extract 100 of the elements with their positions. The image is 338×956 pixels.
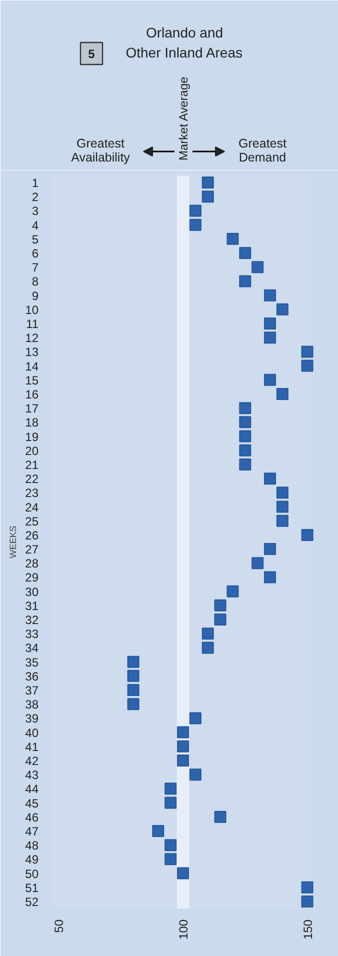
point — [189, 218, 202, 231]
point — [239, 275, 252, 288]
point — [177, 754, 189, 766]
point — [276, 486, 288, 499]
point — [239, 402, 252, 414]
y-tick-label: 7 — [32, 260, 39, 275]
point — [264, 332, 276, 344]
y-tick-label: 49 — [25, 852, 39, 867]
point — [127, 698, 140, 710]
x-tick-label: 100 — [176, 919, 190, 940]
y-tick-label: 35 — [25, 655, 39, 670]
point — [239, 444, 252, 456]
point — [202, 190, 214, 203]
y-tick-label: 22 — [25, 472, 39, 486]
point — [264, 318, 276, 330]
y-axis-title: WEEKS — [8, 526, 18, 558]
y-tick-label: 18 — [25, 416, 39, 430]
y-tick-label: 4 — [32, 218, 39, 232]
point — [239, 416, 252, 428]
y-tick-label: 1 — [32, 176, 39, 190]
text: 5 — [88, 47, 96, 61]
y-tick-label: 52 — [25, 894, 39, 909]
point — [214, 599, 226, 612]
y-tick-label: 6 — [32, 246, 39, 261]
y-tick-label: 46 — [25, 810, 39, 824]
y-tick-label: 19 — [25, 430, 39, 444]
point — [177, 740, 189, 752]
y-tick-label: 25 — [25, 514, 39, 528]
point — [164, 853, 177, 866]
y-tick-label: 48 — [25, 838, 39, 853]
y-tick-label: 29 — [25, 570, 39, 585]
text: Greatest Demand — [238, 136, 287, 164]
point — [127, 656, 140, 668]
point — [264, 571, 276, 584]
point — [264, 374, 276, 386]
y-tick-label: 45 — [25, 796, 39, 810]
y-tick-label: 23 — [25, 486, 39, 500]
y-tick-label: 20 — [25, 444, 39, 458]
y-tick-label: 44 — [25, 782, 39, 796]
y-tick-label: 12 — [25, 331, 39, 346]
point — [177, 726, 189, 738]
y-tick-label: 42 — [25, 754, 39, 768]
band-label: Market Average — [176, 76, 190, 160]
point — [177, 867, 189, 880]
point — [264, 543, 276, 556]
point — [127, 684, 140, 696]
point — [301, 346, 314, 358]
y-tick-label: 11 — [26, 317, 39, 332]
point — [189, 204, 202, 217]
point — [301, 360, 314, 372]
point — [264, 472, 276, 485]
point — [202, 628, 214, 640]
y-tick-label: 10 — [25, 302, 39, 317]
y-tick-label: 47 — [25, 824, 39, 838]
point — [264, 289, 276, 302]
y-tick-label: 16 — [25, 387, 39, 402]
y-tick-label: 38 — [25, 698, 39, 712]
y-tick-label: 13 — [25, 345, 39, 360]
point — [276, 500, 288, 513]
y-tick-label: 40 — [25, 726, 39, 740]
y-tick-label: 9 — [32, 288, 39, 303]
y-tick-label: 3 — [32, 204, 39, 218]
y-tick-label: 26 — [25, 528, 39, 542]
point — [276, 388, 288, 400]
point — [239, 247, 252, 260]
point — [276, 303, 288, 316]
y-tick-label: 17 — [25, 402, 39, 416]
x-tick-label: 150 — [300, 919, 315, 940]
y-tick-label: 33 — [25, 627, 39, 642]
point — [239, 430, 252, 442]
point — [164, 839, 177, 852]
x-tick-label: 50 — [52, 919, 66, 933]
point — [127, 670, 140, 682]
y-tick-label: 24 — [25, 500, 39, 514]
point — [189, 712, 202, 724]
chart-title: Orlando and Other Inland Areas — [126, 24, 242, 60]
point — [189, 768, 202, 781]
y-tick-label: 2 — [32, 190, 39, 204]
y-tick-label: 31 — [25, 598, 39, 613]
y-tick-label: 21 — [25, 458, 39, 472]
point — [164, 796, 177, 809]
point — [301, 881, 314, 894]
y-tick-label: 5 — [32, 232, 39, 246]
point — [214, 810, 226, 823]
point — [276, 514, 288, 527]
y-tick-label: 32 — [25, 613, 39, 628]
point — [226, 232, 239, 245]
y-tick-label: 15 — [25, 373, 39, 388]
point — [252, 261, 264, 274]
y-tick-label: 39 — [25, 712, 39, 726]
point — [239, 458, 252, 470]
y-tick-label: 30 — [25, 584, 39, 599]
point — [301, 895, 314, 908]
y-tick-label: 14 — [25, 359, 39, 374]
y-tick-label: 51 — [25, 880, 39, 895]
point — [252, 557, 264, 570]
point — [202, 642, 214, 654]
point — [202, 176, 214, 189]
point — [226, 585, 239, 598]
y-tick-label: 36 — [25, 669, 39, 684]
